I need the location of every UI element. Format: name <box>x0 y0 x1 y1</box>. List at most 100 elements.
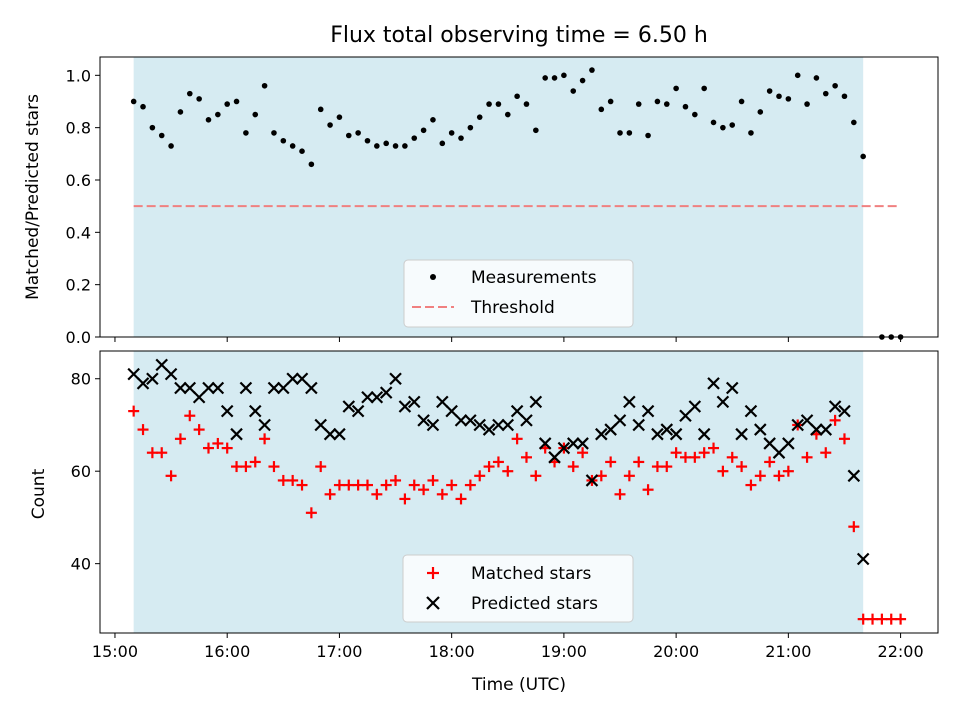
matched-star-point <box>492 456 504 468</box>
bottom-legend-box <box>402 554 634 623</box>
measurement-point <box>130 98 137 105</box>
measurement-point <box>682 103 689 110</box>
measurement-point <box>794 72 801 79</box>
predicted-star-point <box>445 404 458 418</box>
predicted-star-point <box>819 423 833 436</box>
predicted-star-point <box>538 437 552 450</box>
x-tick-label: 17:00 <box>316 642 362 661</box>
measurement-point <box>551 75 558 81</box>
predicted-star-point <box>660 423 674 436</box>
predicted-star-point <box>623 395 636 409</box>
matched-star-point <box>361 479 373 491</box>
predicted-star-point <box>183 381 197 395</box>
predicted-star-point <box>510 404 524 418</box>
predicted-star-point <box>370 390 384 404</box>
measurement-point <box>495 101 502 107</box>
measurement-point <box>476 114 483 120</box>
predicted-star-point <box>763 437 776 450</box>
predicted-star-point <box>520 414 533 427</box>
matched-star-point <box>137 424 149 436</box>
matched-star-point <box>305 507 317 519</box>
predicted-star-point <box>725 381 739 395</box>
matched-star-point <box>352 479 364 491</box>
measurement-point <box>243 130 249 136</box>
predicted-star-point <box>838 404 851 418</box>
predicted-star-point <box>707 377 720 390</box>
predicted-star-point <box>136 377 150 390</box>
bottom-axes-frame <box>99 350 939 634</box>
matched-star-point <box>128 405 140 417</box>
measurement-point <box>448 130 455 136</box>
top-y-tick-label: 1.0 <box>66 66 91 85</box>
measurement-point <box>589 67 595 73</box>
measurement-point <box>140 103 146 110</box>
predicted-star-point <box>361 390 374 404</box>
matched-star-point <box>670 447 682 459</box>
bottom-y-tick-label: 80 <box>71 370 91 389</box>
matched-star-point <box>754 470 766 482</box>
predicted-star-point <box>164 367 178 381</box>
measurement-point <box>252 111 259 118</box>
predicted-star-point <box>754 423 767 436</box>
matched-star-point <box>436 488 448 500</box>
measurement-point <box>570 88 577 94</box>
top-y-axis-ticks: 0.0 0.2 0.4 0.6 0.8 1.0 <box>66 66 100 347</box>
matched-star-point <box>679 451 691 463</box>
x-tick-label: 16:00 <box>204 642 250 661</box>
measurement-point <box>168 143 174 149</box>
matched-star-point <box>212 437 224 449</box>
predicted-star-point <box>800 414 814 427</box>
measurement-point <box>635 101 642 107</box>
measurement-point <box>392 143 399 149</box>
matched-star-point <box>876 613 888 625</box>
predicted-star-point <box>828 400 842 413</box>
matched-star-point <box>399 493 411 505</box>
measurement-point <box>523 101 530 107</box>
bottom-x-axis-ticks: 15:00 16:00 17:00 18:00 19:00 20:00 21:00 22:00 <box>92 633 924 661</box>
predicted-star-point <box>436 395 449 409</box>
matched-star-point <box>520 451 532 463</box>
predicted-star-point <box>417 414 430 427</box>
predicted-star-point <box>389 372 402 386</box>
measurement-point <box>215 111 221 118</box>
matched-star-point <box>708 442 720 454</box>
x-tick-label: 21:00 <box>765 642 811 661</box>
measurement-point <box>561 72 567 79</box>
legend-marker-measurements <box>430 274 436 280</box>
measurement-point <box>158 132 165 139</box>
predicted-star-point <box>613 414 627 427</box>
matched-star-point <box>867 613 879 625</box>
matched-star-point <box>165 470 177 482</box>
matched-star-point <box>408 479 420 491</box>
matched-star-point <box>698 447 710 459</box>
bottom-y-axis-ticks: 40 60 80 <box>71 370 100 574</box>
predicted-star-point <box>810 423 823 436</box>
matched-star-point <box>848 521 860 533</box>
predicted-star-point <box>295 372 309 386</box>
measurement-point <box>271 130 277 136</box>
chart-title: Flux total observing time = 6.50 h <box>330 23 708 48</box>
measurement-point <box>355 130 361 136</box>
matched-star-point <box>277 474 289 486</box>
top-axes-frame <box>99 56 939 338</box>
measurement-point <box>233 98 240 105</box>
measurement-point <box>289 143 296 149</box>
top-y-axis-label: Matched/Predicted stars <box>23 94 43 300</box>
measurement-point <box>654 98 661 105</box>
matched-star-point <box>390 474 402 486</box>
measurement-point <box>598 106 605 113</box>
predicted-star-point <box>482 423 496 436</box>
measurement-point <box>729 122 736 128</box>
legend-label-matched: Matched stars <box>471 564 591 584</box>
matched-star-point <box>605 456 617 468</box>
measurement-point <box>579 77 586 84</box>
measurement-point <box>785 96 792 102</box>
measurement-point <box>186 90 193 97</box>
matched-star-point <box>146 447 158 459</box>
predicted-star-point <box>454 414 468 427</box>
predicted-star-point <box>202 381 215 395</box>
matched-star-point <box>240 461 252 473</box>
top-y-tick-label: 0.4 <box>66 223 91 242</box>
legend-marker-predicted <box>426 596 440 610</box>
predicted-star-point <box>351 404 365 418</box>
